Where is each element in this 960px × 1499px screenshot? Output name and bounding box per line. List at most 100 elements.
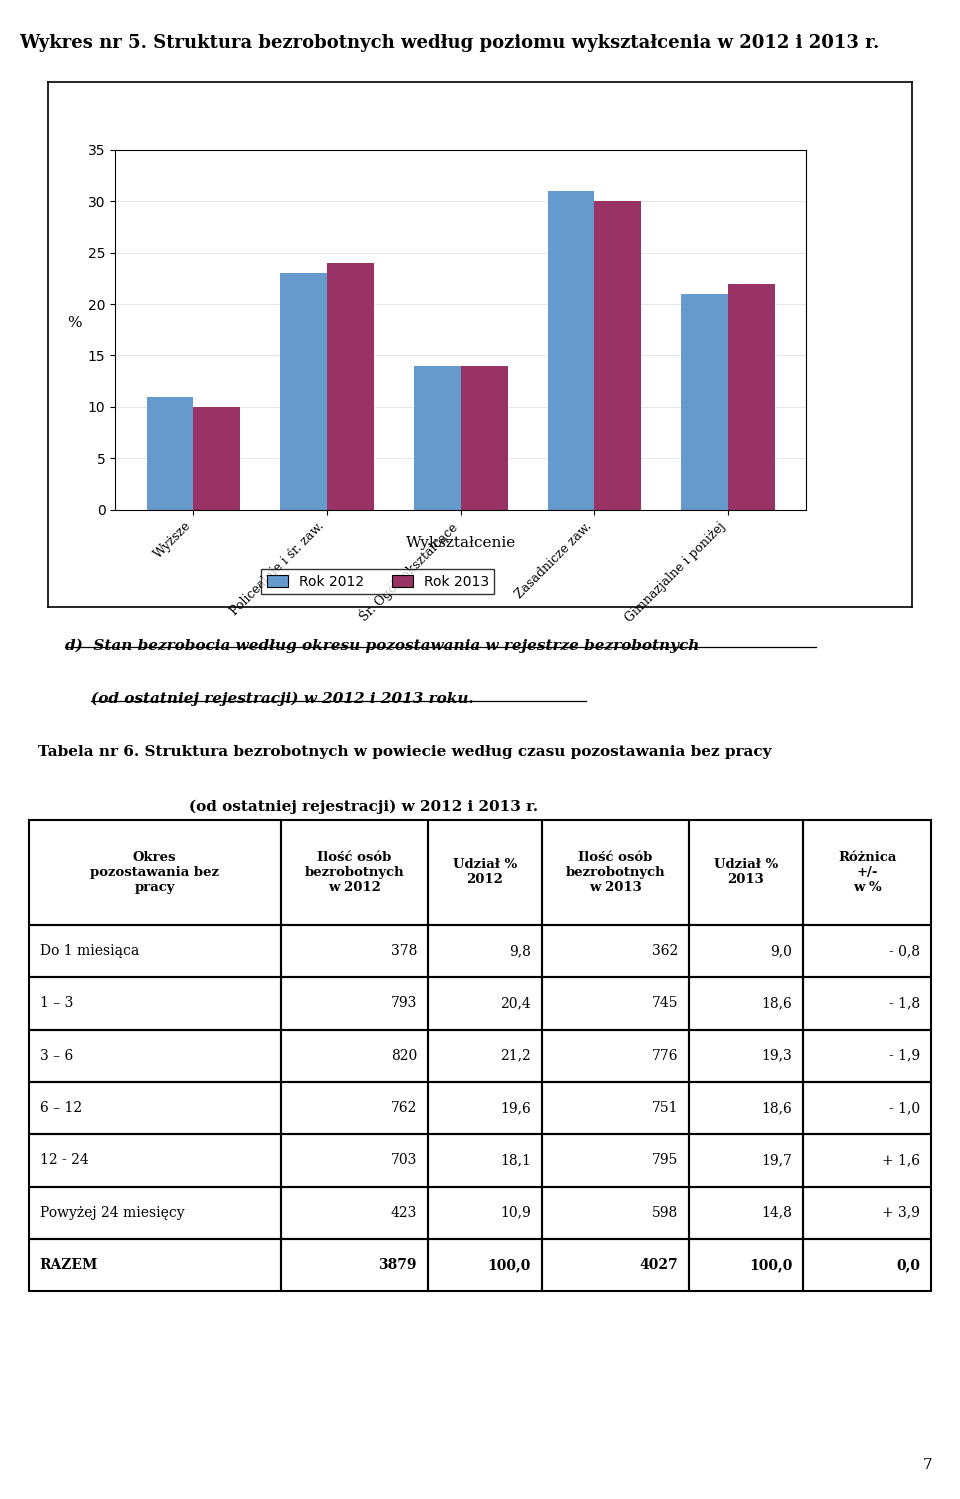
Bar (280, 977, 428, 1030)
Bar (689, 820, 803, 925)
Bar (803, 977, 931, 1030)
Bar (689, 977, 803, 1030)
Text: 100,0: 100,0 (488, 1258, 531, 1273)
Text: Udział %
2013: Udział % 2013 (714, 859, 779, 886)
Bar (29, 820, 280, 925)
Text: 820: 820 (391, 1049, 417, 1063)
Bar (689, 1082, 803, 1135)
Bar (29, 977, 280, 1030)
Text: 4027: 4027 (639, 1258, 678, 1273)
Text: Tabela nr 6. Struktura bezrobotnych w powiecie według czasu pozostawania bez pra: Tabela nr 6. Struktura bezrobotnych w po… (38, 745, 772, 758)
Text: 12 - 24: 12 - 24 (39, 1153, 88, 1168)
Bar (803, 1187, 931, 1240)
Bar (803, 1240, 931, 1291)
Text: 378: 378 (391, 944, 417, 958)
Text: 703: 703 (391, 1153, 417, 1168)
Text: Okres
pozostawania bez
pracy: Okres pozostawania bez pracy (90, 851, 219, 893)
Text: 598: 598 (652, 1205, 678, 1220)
Text: 18,6: 18,6 (761, 1102, 792, 1115)
Text: 3 – 6: 3 – 6 (39, 1049, 73, 1063)
Text: 793: 793 (391, 997, 417, 1010)
Text: RAZEM: RAZEM (39, 1258, 98, 1273)
Text: 19,6: 19,6 (500, 1102, 531, 1115)
Text: 1 – 3: 1 – 3 (39, 997, 73, 1010)
Bar (428, 925, 541, 977)
Bar (327, 262, 373, 510)
Text: Udział %
2012: Udział % 2012 (452, 859, 516, 886)
Text: - 0,8: - 0,8 (889, 944, 921, 958)
Bar (280, 820, 428, 925)
Bar (541, 1187, 689, 1240)
Text: 19,7: 19,7 (761, 1153, 792, 1168)
Text: 362: 362 (652, 944, 678, 958)
Text: 19,3: 19,3 (761, 1049, 792, 1063)
Text: - 1,9: - 1,9 (889, 1049, 921, 1063)
Bar (803, 925, 931, 977)
Text: + 3,9: + 3,9 (882, 1205, 921, 1220)
Text: Do 1 miesiąca: Do 1 miesiąca (39, 944, 139, 958)
Text: 423: 423 (391, 1205, 417, 1220)
Bar (541, 1030, 689, 1082)
Legend: Rok 2012, Rok 2013: Rok 2012, Rok 2013 (261, 570, 494, 594)
Bar (428, 1030, 541, 1082)
Bar (689, 1135, 803, 1187)
Bar (689, 1187, 803, 1240)
Bar (280, 1082, 428, 1135)
Bar (461, 366, 508, 510)
Text: 18,6: 18,6 (761, 997, 792, 1010)
Bar (541, 1082, 689, 1135)
Bar (29, 1135, 280, 1187)
Text: (od ostatniej rejestracji) w 2012 i 2013 roku.: (od ostatniej rejestracji) w 2012 i 2013… (91, 693, 474, 706)
Bar (803, 1030, 931, 1082)
Bar (689, 1240, 803, 1291)
Text: 751: 751 (652, 1102, 678, 1115)
Text: 100,0: 100,0 (749, 1258, 792, 1273)
Bar (280, 1135, 428, 1187)
Text: 20,4: 20,4 (500, 997, 531, 1010)
Bar (414, 366, 461, 510)
Text: 7: 7 (923, 1459, 932, 1472)
Text: 10,9: 10,9 (500, 1205, 531, 1220)
Bar (803, 1135, 931, 1187)
Text: 0,0: 0,0 (897, 1258, 921, 1273)
Bar (541, 1240, 689, 1291)
Text: 9,8: 9,8 (509, 944, 531, 958)
Text: 776: 776 (652, 1049, 678, 1063)
Bar (280, 1030, 428, 1082)
Bar (428, 1135, 541, 1187)
Text: + 1,6: + 1,6 (882, 1153, 921, 1168)
Text: (od ostatniej rejestracji) w 2012 i 2013 r.: (od ostatniej rejestracji) w 2012 i 2013… (188, 799, 538, 814)
Bar (803, 1082, 931, 1135)
Bar (428, 1082, 541, 1135)
Text: 18,1: 18,1 (500, 1153, 531, 1168)
Bar (280, 1187, 428, 1240)
Text: 745: 745 (652, 997, 678, 1010)
Bar (29, 1082, 280, 1135)
Bar (280, 925, 428, 977)
Text: - 1,8: - 1,8 (889, 997, 921, 1010)
Bar (541, 1135, 689, 1187)
Bar (428, 977, 541, 1030)
Bar (689, 1030, 803, 1082)
Text: 21,2: 21,2 (500, 1049, 531, 1063)
Bar (803, 820, 931, 925)
Text: 762: 762 (391, 1102, 417, 1115)
Bar (29, 1030, 280, 1082)
Bar (428, 1240, 541, 1291)
Text: Wykres nr 5. Struktura bezrobotnych według poziomu wykształcenia w 2012 i 2013 r: Wykres nr 5. Struktura bezrobotnych wedł… (19, 34, 879, 52)
Text: Różnica
+/-
w %: Różnica +/- w % (838, 851, 897, 893)
Bar (147, 397, 193, 510)
Bar (541, 977, 689, 1030)
Text: Powyżej 24 miesięcy: Powyżej 24 miesięcy (39, 1205, 184, 1220)
Text: d)  Stan bezrobocia według okresu pozostawania w rejestrze bezrobotnych: d) Stan bezrobocia według okresu pozosta… (65, 639, 699, 654)
Text: 3879: 3879 (378, 1258, 417, 1273)
Bar (280, 273, 327, 510)
Bar (689, 925, 803, 977)
Bar (428, 820, 541, 925)
Text: - 1,0: - 1,0 (889, 1102, 921, 1115)
Text: Ilość osób
bezrobotnych
w 2012: Ilość osób bezrobotnych w 2012 (304, 851, 404, 893)
Y-axis label: %: % (66, 316, 82, 330)
Text: 6 – 12: 6 – 12 (39, 1102, 82, 1115)
Bar (29, 1240, 280, 1291)
Bar (29, 925, 280, 977)
